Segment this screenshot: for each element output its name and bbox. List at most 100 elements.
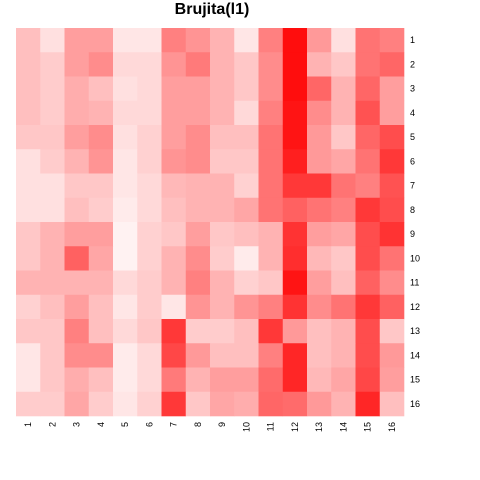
heatmap-cell [331,391,356,417]
heatmap-cell [16,294,41,320]
row-tick-label: 1 [410,35,415,45]
heatmap-cell [88,173,114,199]
heatmap-cell [88,319,114,344]
heatmap-cell [355,391,381,417]
column-tick-label: 13 [314,422,324,432]
row-tick-label: 7 [410,181,415,191]
heatmap-cell [64,125,90,150]
heatmap-cell [113,367,138,393]
heatmap-cell [210,197,235,223]
heatmap-cell [355,270,381,296]
heatmap-cell [88,76,114,102]
heatmap-cell [355,222,381,247]
heatmap-cell [16,270,41,296]
heatmap-cell [307,367,332,393]
heatmap-cell [234,294,259,320]
heatmap-cell [331,125,356,150]
row-tick-label: 3 [410,84,415,94]
column-tick-label: 6 [144,422,154,427]
heatmap-cell [40,222,65,247]
heatmap-cell [40,173,65,199]
chart-title: Brujita(l1) [175,1,250,18]
column-tick-label: 5 [120,422,130,427]
heatmap-cell [64,149,90,174]
heatmap-cell [331,76,356,102]
heatmap-cell [282,343,308,368]
heatmap-cell [64,270,90,296]
heatmap-cell [16,125,41,150]
heatmap-cell [88,52,114,77]
heatmap-cell [258,100,284,126]
row-tick-label: 2 [410,59,415,69]
heatmap-cell [161,319,187,344]
heatmap-cell [64,76,90,102]
heatmap-cell [331,294,356,320]
heatmap-cell [331,149,356,174]
heatmap-cell [161,294,187,320]
heatmap-cell [258,222,284,247]
heatmap-cell [88,343,114,368]
heatmap-cell [113,246,138,271]
heatmap-cell [331,367,356,393]
heatmap-cell [16,100,41,126]
heatmap-cell [234,319,259,344]
heatmap-cell [137,197,162,223]
heatmap-cell [185,270,211,296]
heatmap-cell [355,76,381,102]
heatmap-cell [40,391,65,417]
heatmap-cell [379,343,405,368]
heatmap-cell [282,52,308,77]
column-tick-label: 1 [23,422,33,427]
heatmap-cell [16,246,41,271]
heatmap-cell [379,367,405,393]
heatmap-cell [40,294,65,320]
heatmap-cell [64,246,90,271]
heatmap-cell [88,222,114,247]
heatmap-cell [258,28,284,53]
heatmap-cell [40,28,65,53]
heatmap-cell [137,391,162,417]
heatmap-cell [64,52,90,77]
heatmap-cell [185,197,211,223]
heatmap-cell [379,391,405,417]
heatmap-cell [64,294,90,320]
heatmap-cell [113,76,138,102]
heatmap-cell [379,52,405,77]
heatmap-cell [64,222,90,247]
heatmap-cell [185,343,211,368]
heatmap-cell [282,294,308,320]
heatmap-cell [185,100,211,126]
heatmap-cell [379,294,405,320]
heatmap-cell [113,294,138,320]
heatmap-cell [161,52,187,77]
column-tick-label: 8 [193,422,203,427]
heatmap-cell [16,343,41,368]
column-tick-label: 12 [290,422,300,432]
heatmap-cell [355,246,381,271]
heatmap-cell [234,125,259,150]
column-tick-label: 7 [169,422,179,427]
heatmap-cell [113,319,138,344]
heatmap-cell [64,173,90,199]
heatmap-cell [16,367,41,393]
column-tick-labels: 1 2 3 4 5 6 7 8 9 10 11 12 13 14 15 16 [23,422,397,432]
heatmap-cell [137,367,162,393]
heatmap-cell [258,270,284,296]
heatmap-cell [355,125,381,150]
heatmap-cell [40,197,65,223]
heatmap-cell [137,76,162,102]
heatmap-cell [331,246,356,271]
heatmap-cell [355,100,381,126]
heatmap-cell [282,391,308,417]
heatmap-cell [40,246,65,271]
heatmap-cell [210,294,235,320]
heatmap-cell [137,222,162,247]
row-tick-label: 4 [410,108,415,118]
heatmap-cell [185,52,211,77]
heatmap-cell [282,28,308,53]
heatmap-cell [40,149,65,174]
heatmap-cell [185,367,211,393]
heatmap-cell [16,52,41,77]
heatmap-cell [234,270,259,296]
heatmap-cell [331,52,356,77]
